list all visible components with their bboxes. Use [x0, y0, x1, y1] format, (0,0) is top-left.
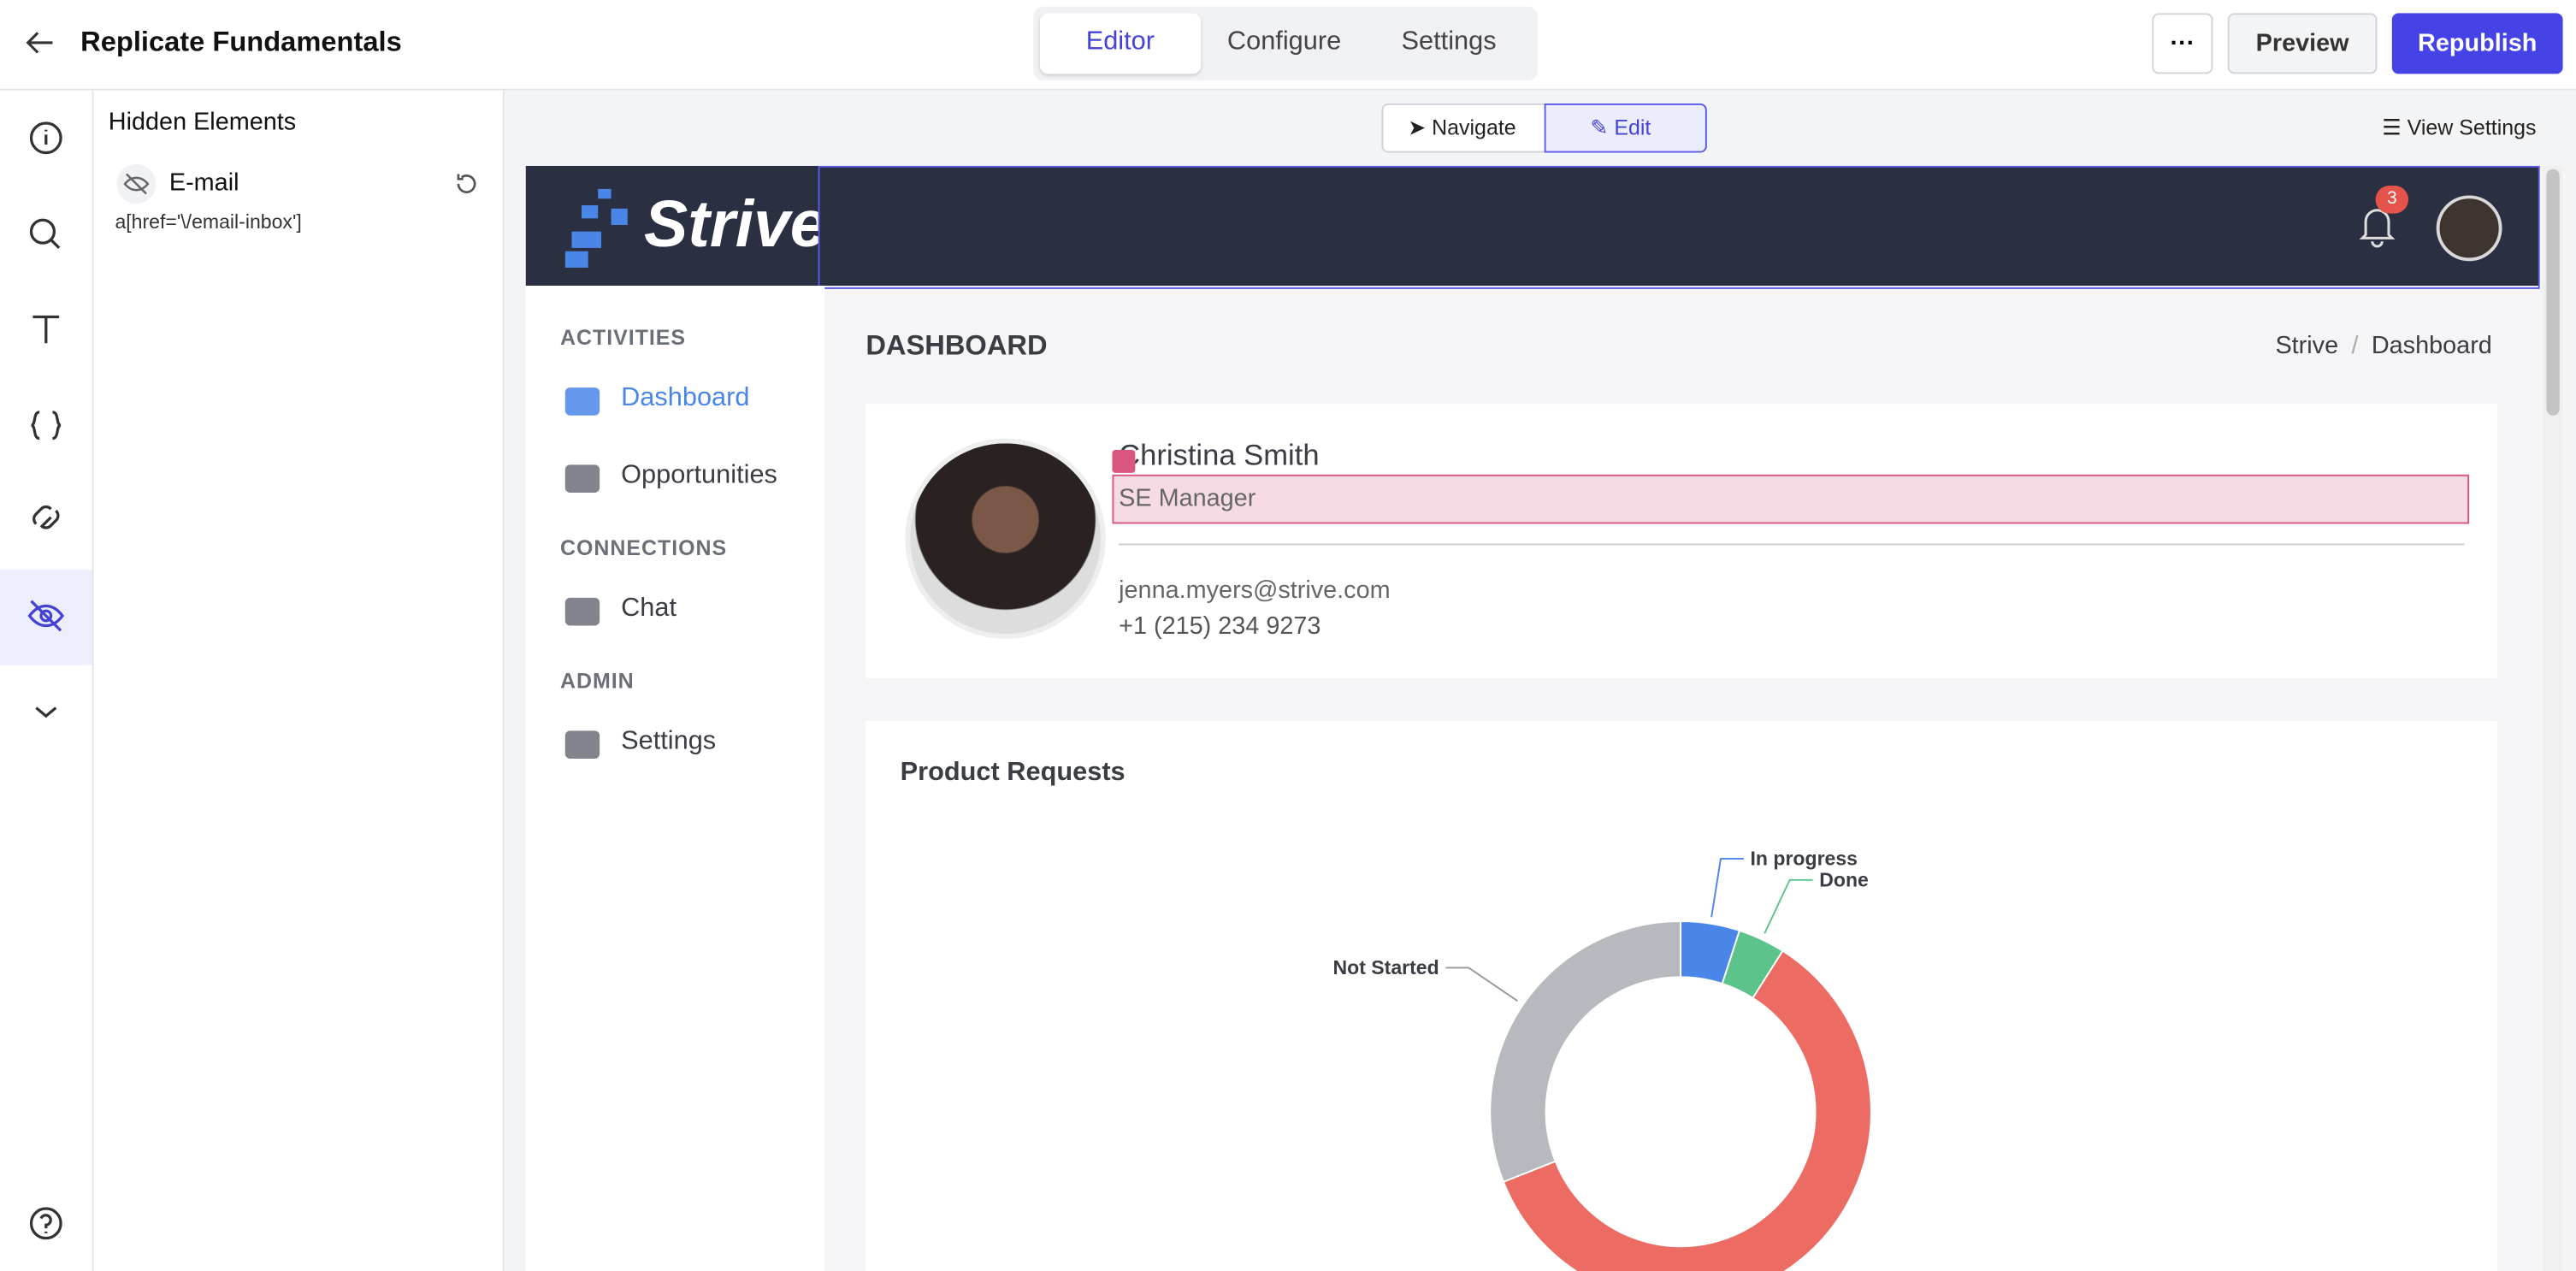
hidden-item-selector: a[href='\/email-inbox'] [115, 210, 302, 234]
rail-icons [27, 121, 65, 1240]
slice-label: Not Started [1333, 956, 1439, 978]
preview-button[interactable]: Preview [2227, 13, 2378, 74]
code-icon[interactable] [30, 411, 62, 440]
logo-text: Strive [643, 188, 818, 262]
tab[interactable]: Editor [1085, 27, 1155, 56]
divider [1119, 543, 2465, 546]
nav-item[interactable]: Dashboard [621, 384, 750, 412]
page-title: DASHBOARD [866, 329, 1048, 362]
profile-role: SE Manager [1119, 484, 1256, 513]
nav-section: CONNECTIONS [560, 535, 728, 560]
mode-label: Edit [1614, 115, 1651, 140]
active-mode [1544, 103, 1707, 153]
panel-title: Hidden Elements [108, 108, 297, 137]
more-button[interactable]: ··· [2152, 13, 2213, 74]
leader-line [1764, 878, 1813, 934]
mode-button[interactable]: ➤ Navigate [1408, 115, 1516, 140]
nav-icon [564, 464, 600, 493]
nav-section: ACTIVITIES [560, 325, 687, 350]
notification-badge: 3 [2375, 185, 2409, 214]
breadcrumb-item: Dashboard [2371, 331, 2492, 360]
nav-icon [564, 597, 600, 626]
top-bar [0, 0, 2576, 91]
view-settings[interactable]: ☰ View Settings [2382, 115, 2537, 140]
logo-mark [564, 188, 628, 268]
restore-button[interactable] [452, 169, 482, 199]
side-panel [93, 90, 505, 1271]
view-settings-label: View Settings [2407, 115, 2537, 140]
back-button[interactable] [23, 28, 56, 58]
breadcrumb: Strive / Dashboard [2275, 331, 2492, 360]
leader-line [1445, 967, 1518, 1002]
tab[interactable]: Configure [1226, 27, 1342, 56]
hidden-item-label: E-mail [168, 168, 239, 198]
nav-item[interactable]: Settings [621, 727, 717, 756]
app-header [525, 165, 2540, 287]
profile-photo [905, 438, 1106, 639]
app-preview: Strive 3 ACTIVITIES Dashboard Opportunitie… [525, 165, 2540, 1271]
mode-label: Navigate [1432, 115, 1516, 140]
text-icon[interactable] [32, 315, 60, 344]
hidden-icon[interactable] [27, 600, 65, 632]
active-tab [1039, 13, 1202, 74]
expand-icon[interactable] [35, 706, 57, 718]
selection-handle[interactable] [1112, 450, 1136, 473]
chart-title: Product Requests [900, 758, 1126, 787]
link-icon[interactable] [32, 505, 60, 529]
profile-card [866, 404, 2497, 678]
scrollbar [2543, 165, 2563, 1271]
donut-segment [1502, 949, 1872, 1271]
search-icon[interactable] [29, 218, 61, 250]
user-avatar[interactable] [2436, 195, 2502, 262]
hidden-highlight [1112, 474, 2470, 524]
nav-icon [564, 730, 600, 759]
nav-section: ADMIN [560, 668, 635, 694]
mode-button[interactable]: ✎ Edit [1590, 115, 1651, 140]
breadcrumb-item[interactable]: Strive [2275, 331, 2339, 360]
app-sidebar [525, 286, 825, 1271]
nav-icon [564, 387, 600, 416]
nav-item[interactable]: Opportunities [621, 461, 777, 490]
slice-label: In progress [1751, 848, 1858, 870]
info-icon[interactable] [29, 121, 62, 155]
profile-email: jenna.myers@strive.com [1119, 576, 1391, 605]
donut-segment [1489, 920, 1682, 1184]
selection-outline [818, 165, 2540, 289]
slice-label: Done [1819, 868, 1869, 890]
project-title: Replicate Fundamentals [80, 26, 402, 58]
icon-rail [0, 90, 94, 1271]
hidden-item-icon [116, 163, 157, 204]
profile-name: Christina Smith [1119, 438, 1320, 472]
help-icon[interactable] [29, 1207, 62, 1240]
nav-item[interactable]: Chat [621, 594, 677, 623]
leader-line [1710, 857, 1744, 918]
republish-button[interactable]: Republish [2391, 13, 2563, 74]
profile-phone: +1 (215) 234 9273 [1119, 612, 1321, 641]
tab[interactable]: Settings [1401, 27, 1497, 56]
chart-card [866, 720, 2497, 1271]
